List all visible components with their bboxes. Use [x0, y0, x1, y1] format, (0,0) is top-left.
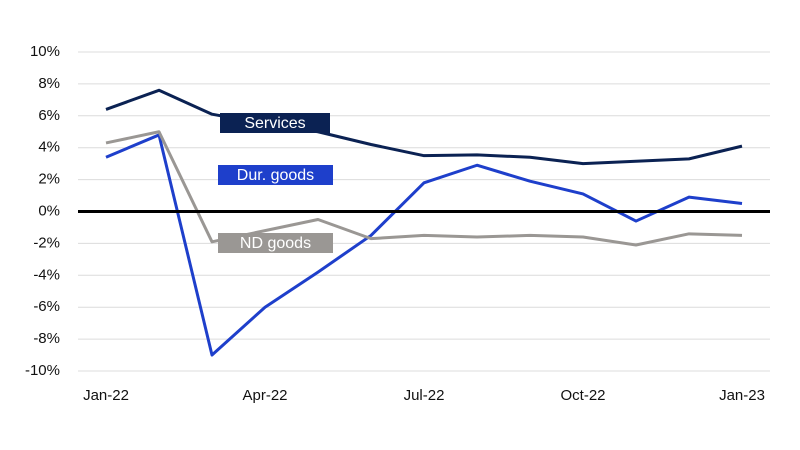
- label-box: [218, 233, 333, 253]
- label-box: [220, 113, 330, 133]
- label-box: [218, 165, 333, 185]
- y-tick-label: -6%: [33, 298, 60, 315]
- y-tick-label: 10%: [30, 43, 60, 60]
- series-line: [105, 130, 743, 247]
- y-tick-label: 0%: [38, 202, 60, 219]
- y-tick-label: 2%: [38, 171, 60, 188]
- y-tick-label: 6%: [38, 107, 60, 124]
- series-line: [105, 88, 743, 166]
- series-label: ND goods: [218, 233, 333, 253]
- series-label: Services: [220, 113, 330, 133]
- y-tick-label: -4%: [33, 266, 60, 283]
- x-tick-label: Jul-22: [404, 387, 445, 404]
- series-line: [105, 133, 743, 357]
- legend-label: ND goods: [240, 235, 311, 252]
- x-tick-label: Oct-22: [560, 387, 605, 404]
- y-tick-label: -10%: [25, 362, 60, 379]
- series-label: Dur. goods: [218, 165, 333, 185]
- x-tick-label: Apr-22: [242, 387, 287, 404]
- y-tick-label: 8%: [38, 75, 60, 92]
- x-tick-label: Jan-23: [719, 387, 765, 404]
- legend-label: Dur. goods: [237, 167, 314, 184]
- y-tick-label: -2%: [33, 234, 60, 251]
- legend-label: Services: [244, 115, 305, 132]
- y-tick-label: 4%: [38, 139, 60, 156]
- y-tick-label: -8%: [33, 330, 60, 347]
- x-tick-label: Jan-22: [83, 387, 129, 404]
